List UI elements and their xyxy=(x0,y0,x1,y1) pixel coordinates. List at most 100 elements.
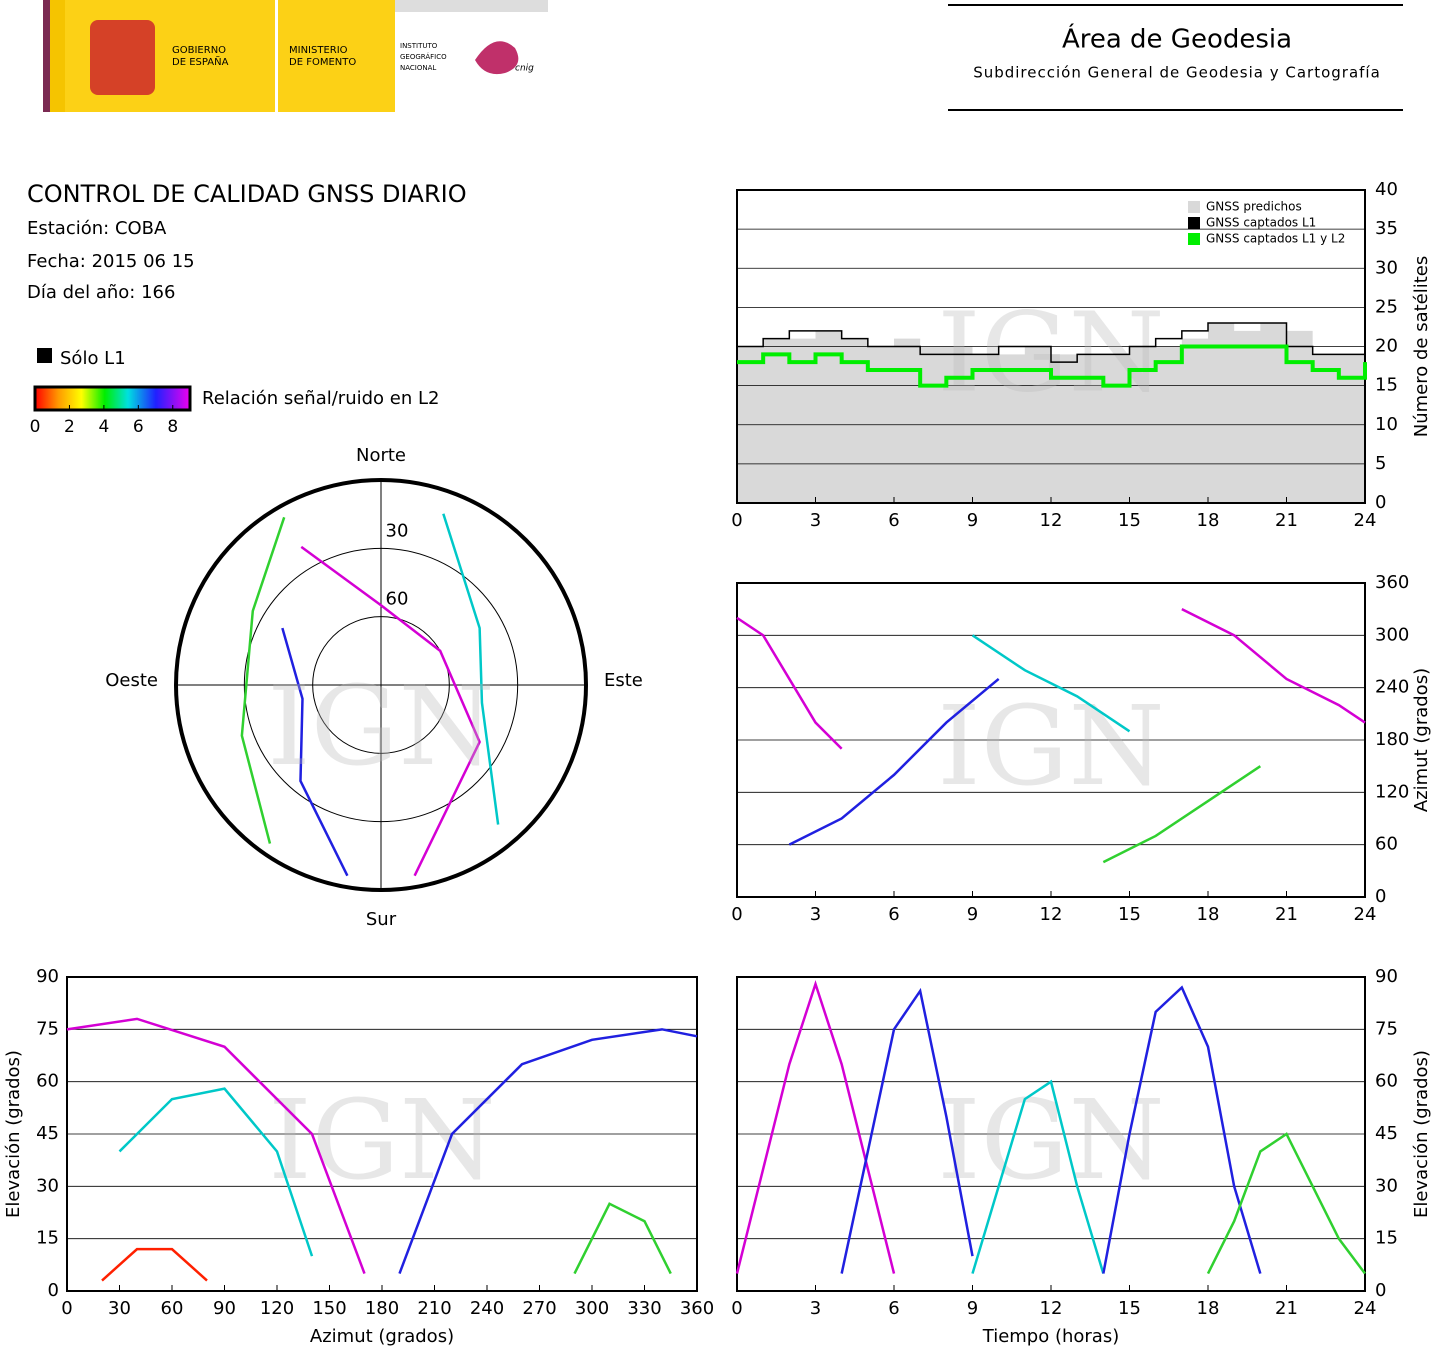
elevation-ring xyxy=(312,616,450,754)
track xyxy=(1102,765,1262,864)
l1-label: Sólo L1 xyxy=(60,348,126,369)
gobierno: DE ESPAÑA xyxy=(172,55,229,68)
dir-west: Oeste xyxy=(105,670,158,691)
colorbar xyxy=(33,385,192,412)
track xyxy=(788,677,1000,846)
x-tick-label: 21 xyxy=(1275,1298,1298,1319)
x-tick-label: 3 xyxy=(810,904,821,925)
x-tick-label: 6 xyxy=(888,510,899,531)
x-tick-label: 21 xyxy=(1275,904,1298,925)
x-tick-label: 12 xyxy=(1040,510,1063,531)
x-tick-label: 0 xyxy=(731,1298,742,1319)
y-tick-label: 30 xyxy=(1375,1175,1398,1196)
flag-yellow xyxy=(50,0,65,112)
y-tick-label: 0 xyxy=(48,1280,59,1301)
sky-track xyxy=(240,516,286,844)
track xyxy=(66,1017,366,1275)
colorbar-tick-label: 6 xyxy=(133,417,144,437)
sky-track xyxy=(281,627,349,877)
colorbar-tick-label: 0 xyxy=(30,417,41,437)
watermark: IGN xyxy=(267,662,495,790)
x-tick-label: 60 xyxy=(161,1298,184,1319)
dir-south: Sur xyxy=(366,909,397,930)
y-tick-label: 15 xyxy=(36,1228,59,1249)
y-tick-label: 60 xyxy=(36,1071,59,1092)
dir-east: Este xyxy=(604,670,643,691)
y-tick-label: 35 xyxy=(1375,218,1398,239)
x-tick-label: 240 xyxy=(470,1298,504,1319)
coat-of-arms xyxy=(90,20,155,95)
cnig: cnig xyxy=(515,64,534,74)
x-tick-label: 9 xyxy=(967,510,978,531)
y-tick-label: 30 xyxy=(1375,257,1398,278)
x-tick-label: 6 xyxy=(888,904,899,925)
legend-swatch xyxy=(1188,233,1200,245)
y-tick-label: 360 xyxy=(1375,572,1409,593)
sky-track xyxy=(300,545,482,877)
x-tick-label: 0 xyxy=(731,510,742,531)
report-title: CONTROL DE CALIDAD GNSS DIARIO xyxy=(27,180,467,208)
y-tick-label: 15 xyxy=(1375,375,1398,396)
x-tick-label: 18 xyxy=(1197,510,1220,531)
instituto: GEOGRÁFICO xyxy=(400,52,447,61)
track xyxy=(1206,1132,1366,1275)
station: Estación: COBA xyxy=(27,218,167,239)
flag-blue xyxy=(43,0,50,112)
x-tick-label: 6 xyxy=(888,1298,899,1319)
x-tick-label: 360 xyxy=(680,1298,714,1319)
watermark: IGN xyxy=(937,682,1165,810)
x-tick-label: 210 xyxy=(417,1298,451,1319)
y-tick-label: 120 xyxy=(1375,781,1409,802)
y-axis-label: Elevación (grados) xyxy=(1411,1050,1432,1218)
y-tick-label: 25 xyxy=(1375,296,1398,317)
track xyxy=(736,616,843,750)
ring-label: 30 xyxy=(386,520,409,541)
colorbar-tick-label: 4 xyxy=(98,417,109,437)
y-tick-label: 5 xyxy=(1375,453,1386,474)
track xyxy=(971,1079,1105,1274)
logo-bar xyxy=(395,0,548,12)
track xyxy=(1102,985,1262,1274)
y-tick-label: 60 xyxy=(1375,1071,1398,1092)
y-tick-label: 0 xyxy=(1375,886,1386,907)
track xyxy=(840,987,974,1274)
x-tick-label: 90 xyxy=(213,1298,236,1319)
ministerio-block xyxy=(278,0,395,112)
y-tick-label: 60 xyxy=(1375,834,1398,855)
legend-swatch xyxy=(1188,201,1200,213)
ring-label: 60 xyxy=(386,589,409,610)
y-tick-label: 0 xyxy=(1375,492,1386,513)
track xyxy=(1181,608,1366,724)
track xyxy=(118,1087,314,1257)
elevation-ring xyxy=(243,547,519,823)
x-tick-label: 180 xyxy=(365,1298,399,1319)
sky-track xyxy=(442,513,500,825)
line xyxy=(737,344,1367,388)
x-tick-label: 150 xyxy=(312,1298,346,1319)
x-tick-label: 120 xyxy=(260,1298,294,1319)
plot-frame xyxy=(66,976,698,1292)
gobierno: GOBIERNO xyxy=(172,45,226,56)
x-tick-label: 15 xyxy=(1118,904,1141,925)
x-tick-label: 24 xyxy=(1354,1298,1377,1319)
horizon xyxy=(174,478,588,892)
track xyxy=(398,1028,698,1275)
y-tick-label: 75 xyxy=(1375,1018,1398,1039)
watermark: IGN xyxy=(268,1076,496,1204)
y-tick-label: 45 xyxy=(1375,1123,1398,1144)
x-tick-label: 12 xyxy=(1040,1298,1063,1319)
header-logos: GOBIERNO DE ESPAÑA MINISTERIO DE FOMENTO… xyxy=(43,0,548,112)
y-tick-label: 40 xyxy=(1375,179,1398,200)
track xyxy=(971,634,1131,733)
y-tick-label: 90 xyxy=(1375,966,1398,987)
ministerio: MINISTERIO xyxy=(289,45,348,56)
track xyxy=(573,1202,672,1275)
x-axis-label: Azimut (grados) xyxy=(310,1326,454,1347)
instituto: NACIONAL xyxy=(400,64,436,72)
colorbar-tick-label: 8 xyxy=(167,417,178,437)
y-tick-label: 180 xyxy=(1375,729,1409,750)
y-tick-label: 90 xyxy=(36,966,59,987)
x-tick-label: 18 xyxy=(1197,1298,1220,1319)
